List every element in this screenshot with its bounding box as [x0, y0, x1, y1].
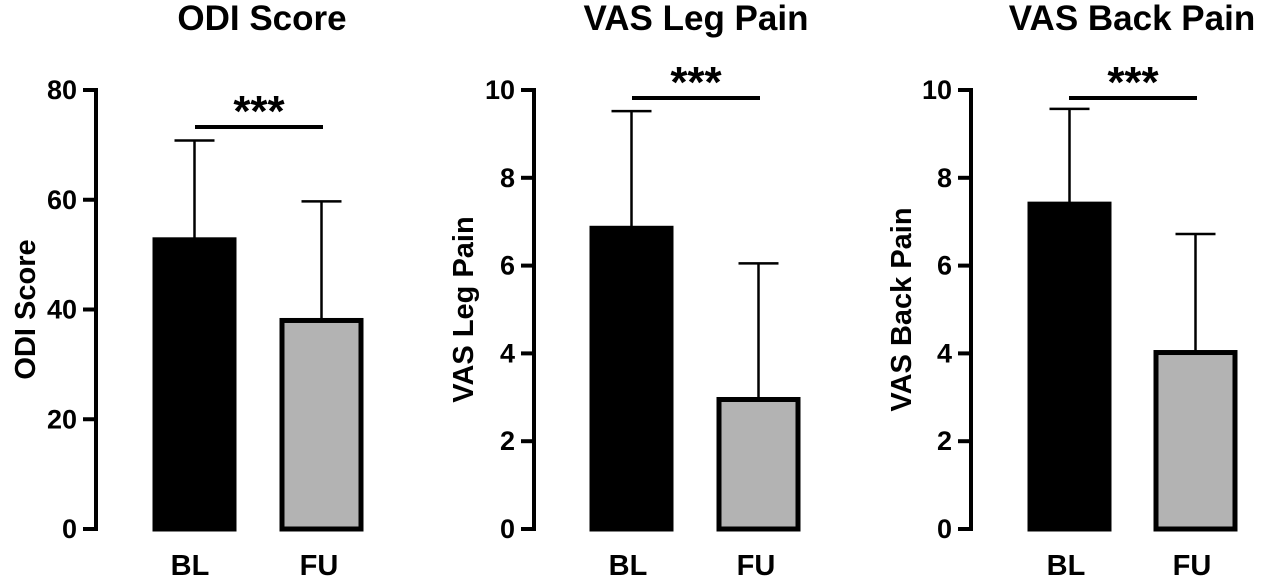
significance-label: ***: [233, 87, 285, 136]
y-tick-label: 20: [47, 404, 77, 434]
y-axis-label: ODI Score: [10, 239, 42, 379]
x-tick-label: BL: [171, 550, 210, 581]
x-tick-label: FU: [300, 550, 339, 581]
chart-panel-3: VAS Back Pain VAS Back Pain 0 2 4 6 8 10 BL FU ***: [886, 0, 1255, 581]
chart-title: VAS Leg Pain: [584, 0, 809, 38]
chart-panel-2: VAS Leg Pain VAS Leg Pain 0 2 4 6 8 10 BL FU ***: [448, 0, 808, 581]
y-tick-label: 0: [937, 514, 952, 544]
y-tick-label: 6: [500, 251, 515, 281]
y-tick-label: 8: [937, 163, 952, 193]
y-tick-label: 6: [937, 251, 952, 281]
x-tick-label: FU: [737, 550, 776, 581]
bar-fu: [716, 396, 801, 532]
bar-bl: [152, 237, 237, 532]
y-tick-label: 40: [47, 295, 77, 325]
y-tick-label: 0: [500, 514, 515, 544]
significance-label: ***: [670, 58, 722, 107]
y-tick-label: 60: [47, 185, 77, 215]
chart-panel-1: ODI Score ODI Score 0 20 40 60 80 BL FU ***: [10, 0, 364, 581]
y-tick-label: 4: [937, 338, 952, 368]
significance-label: ***: [1107, 58, 1159, 107]
x-tick-label: BL: [609, 550, 648, 581]
y-tick-label: 80: [47, 75, 77, 105]
x-tick-label: BL: [1047, 550, 1086, 581]
y-tick-label: 0: [62, 514, 77, 544]
y-tick-label: 10: [922, 75, 952, 105]
bar-fu: [1153, 350, 1238, 532]
bar-fu: [279, 317, 364, 532]
chart-title: VAS Back Pain: [1009, 0, 1255, 38]
y-axis-label: VAS Leg Pain: [448, 216, 480, 402]
y-tick-label: 4: [500, 338, 515, 368]
y-tick-label: 2: [937, 426, 952, 456]
bar-bl: [1027, 201, 1112, 532]
y-axis-label: VAS Back Pain: [886, 207, 918, 411]
y-tick-label: 2: [500, 426, 515, 456]
bar-bl: [589, 225, 674, 532]
y-tick-label: 8: [500, 163, 515, 193]
chart-title: ODI Score: [177, 0, 346, 38]
x-tick-label: FU: [1173, 550, 1212, 581]
y-tick-label: 10: [485, 75, 515, 105]
